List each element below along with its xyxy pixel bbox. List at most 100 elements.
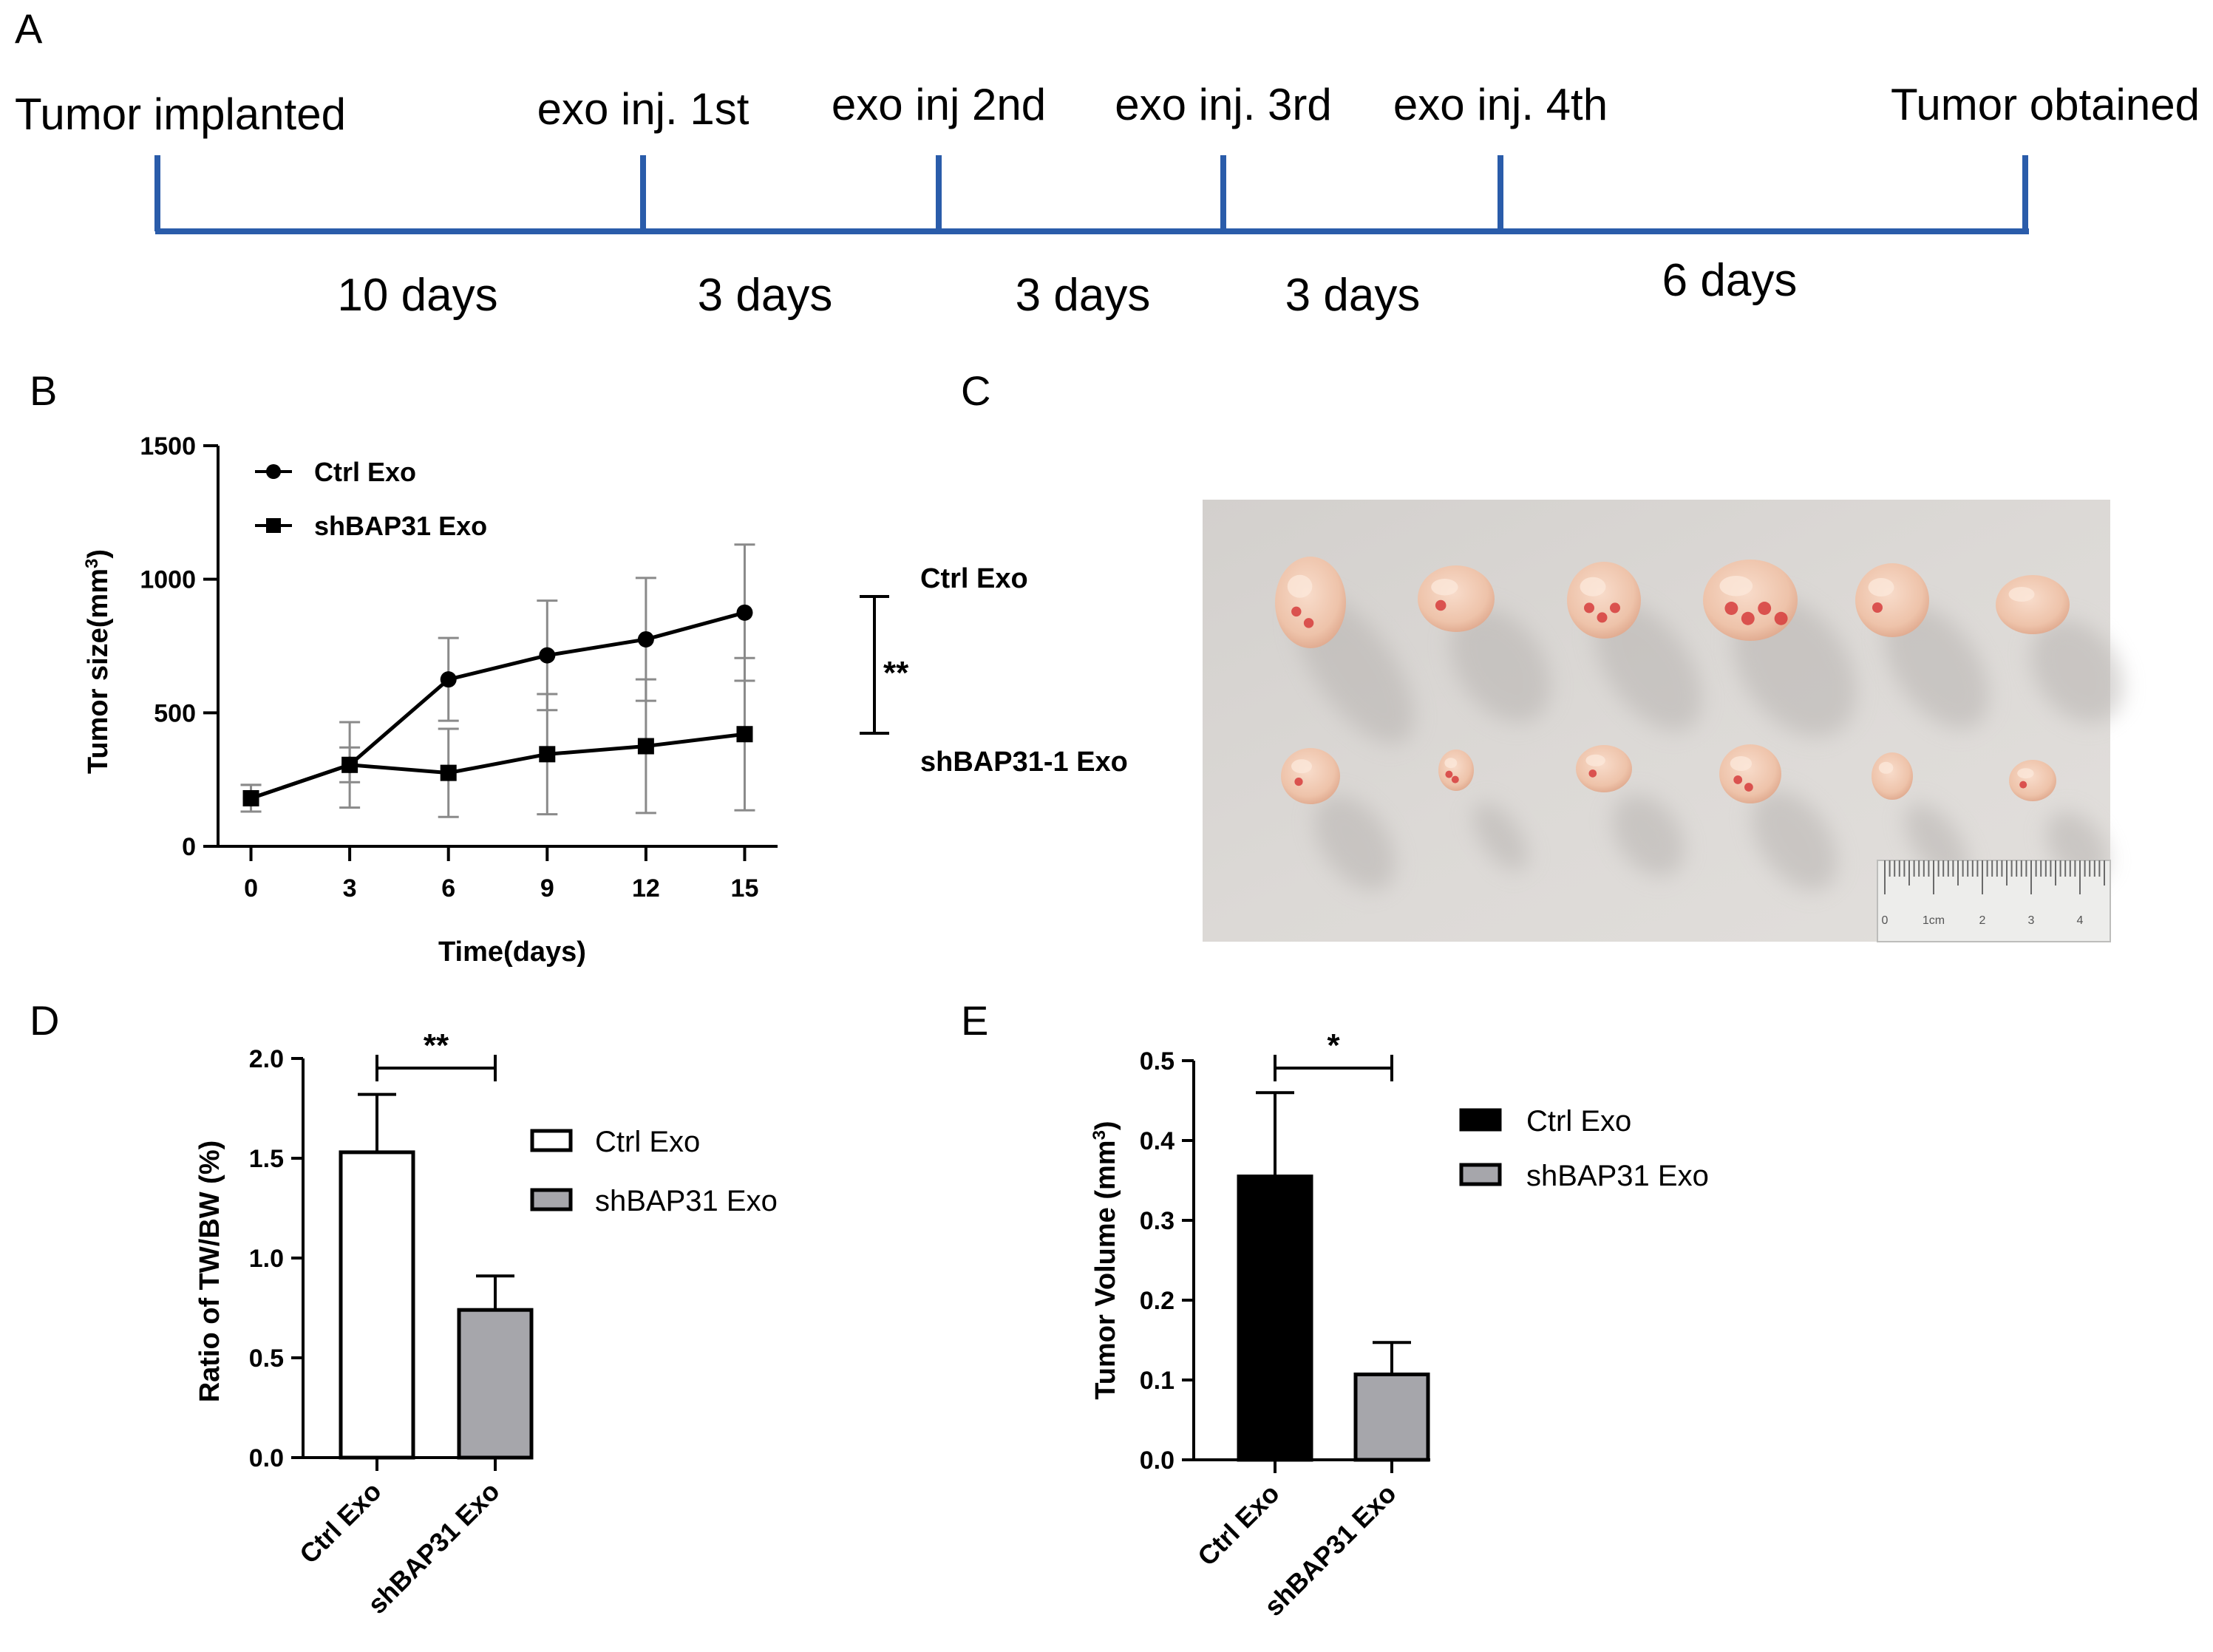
timeline-interval-label: 3 days: [698, 270, 833, 321]
x-tick-label-b: 9: [540, 874, 554, 903]
y-axis-title-b: Tumor size(mm3): [82, 549, 115, 774]
legend-e: Ctrl Exo shBAP31 Exo: [1459, 1105, 1709, 1192]
tumor-sample: [1281, 748, 1340, 804]
tumor-sample: [1872, 752, 1913, 800]
y-tick-label-e: 0.0: [1140, 1447, 1175, 1475]
y-axis-title-e: Tumor Volume (mm3): [1089, 1121, 1122, 1399]
y-tick-label-e: 0.1: [1140, 1367, 1175, 1395]
ruler: 0 1cm 2 3 4: [1877, 860, 2111, 942]
timeline-interval-label: 3 days: [1285, 270, 1421, 321]
panel-c-tumor-photo: C Ctrl Exo shBAP31-1 Exo: [920, 367, 2124, 942]
y-axis-title-d: Ratio of TW/BW (%): [194, 1141, 225, 1403]
significance-label-b: **: [883, 655, 909, 691]
legend-swatch-sh-e: [1459, 1163, 1502, 1186]
legend-d: Ctrl Exo shBAP31 Exo: [530, 1126, 778, 1217]
x-tick-label-b: 3: [343, 874, 357, 903]
series-line-ctrl: [250, 611, 746, 800]
legend-label-ctrl-b: Ctrl Exo: [314, 457, 416, 487]
data-point-sh: [242, 789, 259, 806]
panel-b-line-chart: B 0 500 1000 1500 0 3 6 9 12 15 Time(days) Tumor …: [30, 367, 909, 968]
photo-row-label-sh: shBAP31-1 Exo: [920, 747, 1128, 778]
y-tick-label-d: 0.0: [249, 1444, 284, 1472]
tumor-sample: [1576, 745, 1632, 792]
legend-label-ctrl-d: Ctrl Exo: [595, 1126, 700, 1158]
bar-ctrl-e: [1237, 1175, 1313, 1462]
bar-sh-e: [1353, 1372, 1430, 1462]
tumor-sample: [1703, 560, 1798, 641]
category-label-e: Ctrl Exo: [1192, 1478, 1285, 1572]
data-point-sh: [539, 746, 556, 763]
timeline-interval-label: 10 days: [337, 270, 497, 321]
panel-a-timeline: A Tumor implanted exo inj. 1st exo inj 2nd…: [15, 5, 2200, 321]
x-tick-label-b: 15: [731, 874, 759, 903]
significance-label-e: *: [1327, 1027, 1340, 1064]
data-point-ctrl: [637, 630, 654, 647]
legend-label-ctrl-e: Ctrl Exo: [1526, 1105, 1631, 1138]
data-point-sh: [341, 756, 358, 773]
panel-letter-a: A: [15, 5, 43, 52]
timeline-event-label: exo inj. 4th: [1393, 80, 1608, 129]
y-tick-label-d: 0.5: [249, 1345, 284, 1373]
tumor-sample: [1996, 575, 2070, 634]
ruler-label: 2: [1979, 914, 1986, 927]
x-tick-label-b: 0: [244, 874, 258, 903]
y-tick-label-d: 1.5: [249, 1145, 284, 1173]
legend-marker-circle: [266, 464, 281, 479]
y-tick-label-d: 1.0: [249, 1245, 284, 1273]
tumor-sample: [1719, 744, 1781, 803]
data-point-ctrl: [736, 604, 753, 621]
data-point-sh: [736, 726, 753, 743]
tumor-sample: [1418, 565, 1495, 632]
legend-marker-square: [266, 518, 281, 533]
category-label-d: Ctrl Exo: [293, 1476, 387, 1570]
y-tick-label-d: 2.0: [249, 1045, 284, 1073]
bar-ctrl-d: [339, 1150, 415, 1460]
y-tick-label-b: 0: [182, 833, 196, 861]
photo-row-label-ctrl: Ctrl Exo: [920, 563, 1028, 594]
tumor-sample: [1275, 557, 1346, 648]
panel-letter-d: D: [30, 997, 59, 1044]
significance-label-d: **: [424, 1027, 449, 1064]
tumor-sample: [2009, 760, 2056, 801]
panel-letter-e: E: [961, 997, 988, 1044]
y-tick-label-b: 1500: [140, 432, 196, 460]
timeline-event-label: exo inj. 1st: [537, 84, 749, 134]
y-tick-label-e: 0.3: [1140, 1207, 1175, 1235]
y-tick-label-e: 0.2: [1140, 1287, 1175, 1315]
legend-b: Ctrl Exo shBAP31 Exo: [255, 457, 487, 541]
y-tick-label-b: 1000: [140, 566, 196, 594]
tumor-sample: [1438, 749, 1474, 791]
legend-label-sh-b: shBAP31 Exo: [314, 511, 487, 541]
x-tick-label-b: 12: [632, 874, 660, 903]
legend-label-sh-d: shBAP31 Exo: [595, 1185, 778, 1217]
ruler-label: 0: [1882, 914, 1889, 927]
ruler-label: 1cm: [1923, 914, 1945, 927]
bar-sh-d: [457, 1308, 534, 1460]
tumor-sample: [1855, 563, 1929, 637]
legend-label-sh-e: shBAP31 Exo: [1526, 1160, 1709, 1192]
legend-swatch-ctrl-d: [530, 1129, 573, 1152]
tumor-sample: [1567, 562, 1641, 639]
y-tick-label-b: 500: [154, 699, 196, 727]
timeline-event-label: exo inj. 3rd: [1115, 80, 1332, 129]
timeline-interval-label: 6 days: [1662, 255, 1798, 306]
series-line-sh: [250, 732, 745, 800]
timeline-interval-label: 3 days: [1016, 270, 1151, 321]
panel-letter-b: B: [30, 367, 57, 414]
panel-letter-c: C: [961, 367, 990, 414]
timeline-event-label: exo inj 2nd: [832, 80, 1046, 129]
y-tick-label-e: 0.5: [1140, 1047, 1175, 1075]
x-tick-label-b: 6: [441, 874, 455, 903]
y-tick-label-e: 0.4: [1140, 1127, 1175, 1155]
timeline-event-label: Tumor obtained: [1891, 80, 2200, 129]
data-point-ctrl: [539, 647, 556, 664]
ruler-label: 3: [2028, 914, 2035, 927]
legend-swatch-sh-d: [530, 1188, 573, 1211]
data-point-ctrl: [440, 671, 457, 688]
tumor-photo: 0 1cm 2 3 4: [1203, 500, 2124, 942]
legend-swatch-ctrl-e: [1459, 1108, 1502, 1132]
data-point-sh: [637, 738, 654, 755]
